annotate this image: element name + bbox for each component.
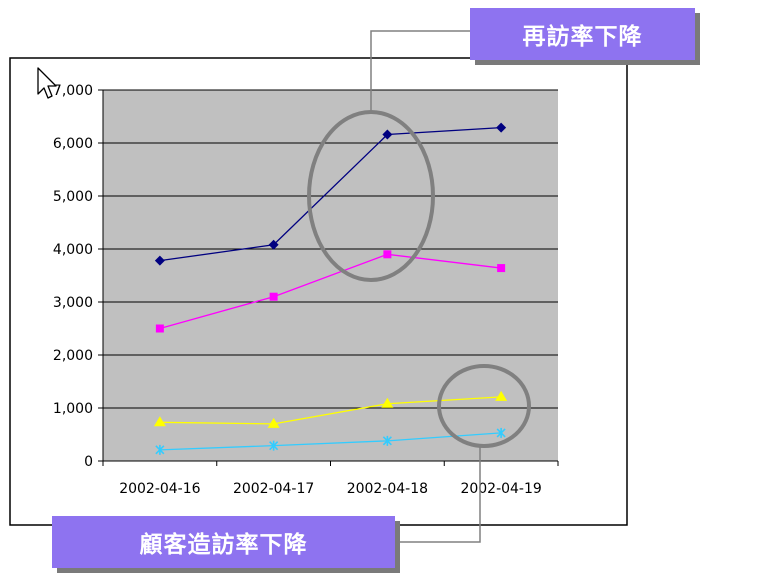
- data-point-series-4: [269, 440, 279, 451]
- y-tick-label: 3,000: [53, 295, 93, 311]
- data-point-series-4: [155, 444, 165, 455]
- data-point-series-1: [268, 239, 279, 250]
- data-point-series-1: [154, 255, 165, 266]
- callout-revisit-decline: 再訪率下降: [470, 8, 695, 60]
- y-tick-label: 5,000: [53, 189, 93, 205]
- data-point-series-1: [382, 129, 393, 140]
- series-line-4: [159, 432, 502, 451]
- x-tick-label: 2002-04-16: [119, 481, 200, 497]
- data-point-series-2: [497, 264, 506, 273]
- x-tick-label: 2002-04-17: [233, 481, 314, 497]
- data-point-series-4: [496, 427, 506, 438]
- y-tick-label: 2,000: [53, 348, 93, 364]
- callout-visit-decline: 顧客造訪率下降: [52, 516, 395, 568]
- series-line-3: [159, 396, 502, 425]
- connector-bottom: [400, 446, 481, 543]
- y-tick-label: 4,000: [53, 242, 93, 258]
- data-point-series-3: [153, 416, 166, 427]
- data-point-series-4: [382, 435, 392, 446]
- y-tick-label: 0: [84, 454, 93, 470]
- series-line-1: [159, 126, 502, 262]
- data-point-series-3: [381, 397, 394, 408]
- data-point-series-3: [495, 390, 508, 401]
- series-line-2: [159, 253, 502, 330]
- data-point-series-2: [155, 324, 164, 333]
- y-tick-label: 1,000: [53, 401, 93, 417]
- mouse-pointer-icon: [37, 67, 57, 99]
- series-layer: [153, 122, 508, 455]
- highlight-ring-bottom: [437, 364, 531, 448]
- data-point-series-3: [267, 417, 280, 428]
- connector-top: [370, 30, 470, 112]
- y-tick-label: 6,000: [53, 136, 93, 152]
- x-tick-label: 2002-04-19: [460, 481, 541, 497]
- data-point-series-2: [269, 292, 278, 301]
- x-tick-label: 2002-04-18: [347, 481, 428, 497]
- y-axis-ticks: 0 1,000 2,000 3,000 4,000 5,000 6,000 7,000: [53, 83, 103, 470]
- y-tick-label: 7,000: [53, 83, 93, 99]
- data-point-series-2: [383, 250, 392, 259]
- x-axis-ticks: 2002-04-16 2002-04-17 2002-04-18 2002-04-19: [102, 461, 559, 497]
- data-point-series-1: [496, 122, 507, 133]
- gridlines: [103, 89, 558, 409]
